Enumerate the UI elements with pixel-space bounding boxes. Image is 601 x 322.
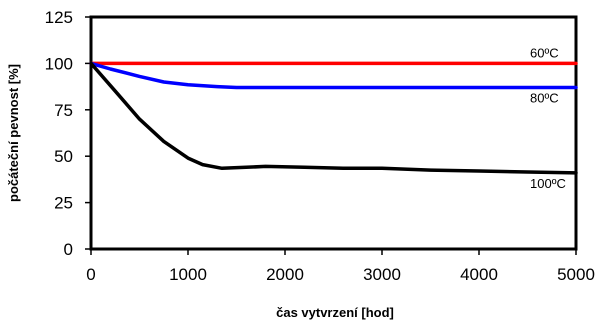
y-tick-label: 50 — [54, 147, 73, 166]
y-tick-label: 75 — [54, 101, 73, 120]
series-label: 100ºC — [530, 176, 566, 191]
series-label: 80ºC — [530, 91, 559, 106]
y-axis-ticks: 0 25 50 75 100 125 — [45, 8, 91, 259]
y-axis-title: počáteční pevnost [%] — [6, 64, 21, 202]
x-tick-label: 2000 — [266, 265, 304, 284]
x-tick-label: 1000 — [169, 265, 207, 284]
y-tick-label: 25 — [54, 194, 73, 213]
series-label: 60ºC — [530, 45, 559, 60]
series-line-100c — [89, 61, 578, 175]
x-tick-label: 3000 — [363, 265, 401, 284]
x-axis-title: čas vytvrzení [hod] — [276, 305, 394, 320]
y-tick-label: 100 — [45, 54, 73, 73]
y-tick-label: 0 — [64, 240, 73, 259]
y-tick-label: 125 — [45, 8, 73, 27]
x-tick-label: 0 — [86, 265, 95, 284]
x-axis-ticks: 0 1000 2000 3000 4000 5000 — [86, 249, 595, 284]
series-line-80c — [89, 61, 578, 90]
series-labels: 60ºC 80ºC 100ºC — [530, 45, 566, 191]
series-lines — [89, 61, 578, 175]
plot-area-frame — [89, 15, 578, 251]
x-tick-label: 5000 — [557, 265, 595, 284]
x-tick-label: 4000 — [460, 265, 498, 284]
